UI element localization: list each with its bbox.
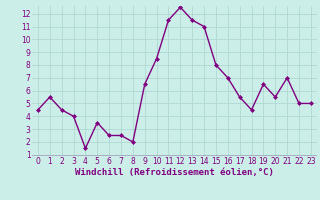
X-axis label: Windchill (Refroidissement éolien,°C): Windchill (Refroidissement éolien,°C)	[75, 168, 274, 177]
